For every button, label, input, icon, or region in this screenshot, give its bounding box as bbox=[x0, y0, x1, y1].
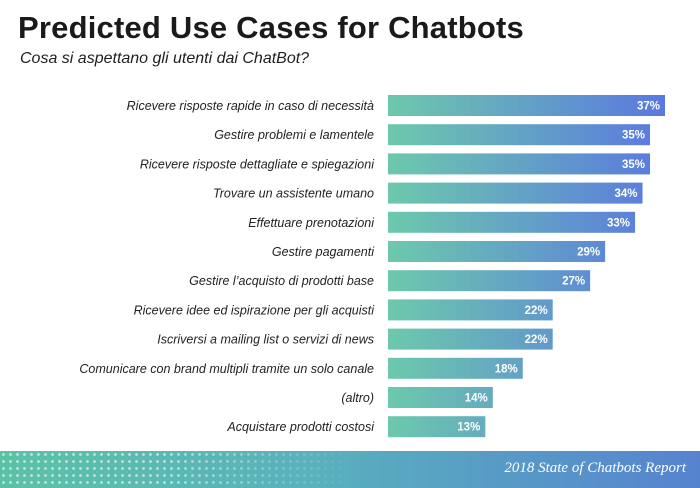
category-label: Acquistare prodotti costosi bbox=[226, 420, 375, 434]
value-label: 22% bbox=[525, 334, 548, 346]
bar bbox=[388, 182, 643, 204]
value-label: 33% bbox=[607, 217, 630, 229]
value-label: 13% bbox=[457, 422, 480, 434]
footer-banner: 2018 State of Chatbots Report bbox=[0, 451, 700, 488]
value-label: 37% bbox=[637, 101, 660, 113]
value-label: 18% bbox=[495, 363, 518, 375]
chart-title: Predicted Use Cases for Chatbots bbox=[18, 10, 524, 45]
category-label: Trovare un assistente umano bbox=[213, 187, 374, 201]
chart-subtitle: Cosa si aspettano gli utenti dai ChatBot… bbox=[20, 50, 310, 67]
bar bbox=[388, 241, 606, 262]
bar bbox=[388, 124, 651, 146]
category-label: Comunicare con brand multipli tramite un… bbox=[79, 362, 374, 376]
value-label: 35% bbox=[622, 159, 645, 171]
category-label: Ricevere risposte rapide in caso di nece… bbox=[127, 99, 374, 113]
bar bbox=[388, 270, 591, 292]
bar bbox=[388, 153, 651, 175]
footer-report-title: 2018 State of Chatbots Report bbox=[504, 460, 686, 476]
bar bbox=[388, 299, 553, 321]
bar bbox=[388, 416, 486, 438]
dot-pattern bbox=[0, 451, 360, 488]
bar bbox=[388, 328, 553, 350]
category-label: Ricevere risposte dettagliate e spiegazi… bbox=[140, 157, 375, 171]
category-label: Iscriversi a mailing list o servizi di n… bbox=[157, 333, 374, 347]
value-label: 14% bbox=[465, 393, 488, 405]
category-label: Ricevere idee ed ispirazione per gli acq… bbox=[134, 303, 376, 317]
category-label: Gestire pagamenti bbox=[272, 245, 375, 259]
value-label: 29% bbox=[577, 247, 600, 259]
category-label: Effettuare prenotazioni bbox=[248, 216, 375, 230]
bar-chart: Ricevere risposte rapide in caso di nece… bbox=[79, 95, 665, 438]
bar bbox=[388, 357, 523, 379]
bar bbox=[388, 95, 665, 116]
value-label: 34% bbox=[615, 188, 638, 200]
bar bbox=[388, 211, 636, 233]
category-label: (altro) bbox=[341, 391, 374, 405]
category-label: Gestire l’acquisto di prodotti base bbox=[189, 274, 374, 288]
bar bbox=[388, 387, 493, 408]
value-label: 35% bbox=[622, 130, 645, 142]
value-label: 22% bbox=[525, 305, 548, 317]
category-label: Gestire problemi e lamentele bbox=[214, 128, 374, 142]
value-label: 27% bbox=[562, 276, 585, 288]
